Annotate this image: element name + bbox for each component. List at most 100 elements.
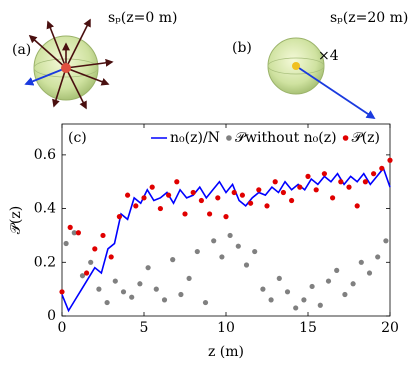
point: [297, 184, 303, 190]
point: [379, 165, 385, 171]
point: [178, 291, 184, 298]
point: [194, 248, 200, 255]
point: [268, 297, 274, 303]
point: [235, 243, 241, 249]
point: [309, 283, 315, 290]
point: [325, 278, 332, 284]
point: [153, 286, 159, 292]
legend-label: 𝒫without n₀(z): [235, 130, 337, 146]
point: [92, 246, 98, 252]
legend: n₀(z)/N 𝒫without n₀(z) 𝒫(z): [151, 130, 380, 146]
point: [330, 195, 336, 201]
point: [366, 270, 373, 276]
point: [170, 257, 176, 263]
y-tick-label: 0.2: [34, 254, 56, 270]
point: [190, 189, 196, 196]
point: [321, 171, 327, 177]
legend-symbol: [226, 135, 232, 141]
y-tick-label: 0.4: [34, 201, 56, 217]
point: [223, 214, 229, 220]
point: [284, 289, 291, 295]
x-tick-label: 15: [299, 320, 317, 336]
point: [186, 275, 192, 282]
point: [256, 187, 262, 193]
point: [305, 173, 311, 179]
point: [71, 230, 77, 236]
point: [239, 192, 245, 198]
point: [272, 179, 278, 185]
point: [84, 270, 90, 276]
point: [79, 273, 86, 279]
point: [215, 195, 221, 201]
sphere-a: [24, 18, 114, 110]
point: [137, 281, 143, 287]
point: [383, 238, 389, 244]
y-tick-label: 0: [47, 308, 56, 324]
point: [313, 187, 319, 193]
point: [104, 299, 110, 306]
point: [157, 205, 163, 212]
point: [289, 197, 295, 204]
x-tick-label: 10: [217, 320, 235, 336]
point: [129, 294, 135, 300]
legend-label: n₀(z)/N: [170, 130, 220, 146]
panel-label: (b): [232, 40, 252, 56]
x-tick-label: 0: [58, 320, 67, 336]
point: [100, 232, 106, 239]
point: [354, 203, 360, 209]
point: [227, 232, 233, 239]
point: [375, 254, 381, 260]
y-axis-label: 𝒫(z): [8, 206, 24, 234]
legend-label: 𝒫(z): [352, 130, 380, 146]
point: [161, 297, 168, 303]
point: [338, 179, 344, 185]
point: [125, 192, 131, 198]
legend-symbol: [342, 135, 349, 141]
point: [166, 192, 172, 198]
point: [67, 224, 73, 230]
point: [280, 189, 286, 196]
point: [350, 281, 356, 287]
point: [149, 184, 155, 190]
point: [334, 267, 340, 273]
point: [141, 195, 147, 201]
point: [112, 278, 118, 284]
point: [264, 203, 270, 209]
annotation: ×4: [318, 48, 339, 64]
point: [63, 240, 69, 247]
point: [198, 197, 204, 204]
point: [346, 184, 352, 190]
point: [133, 203, 139, 209]
plot-frame: [61, 123, 391, 317]
point: [387, 157, 393, 163]
panel-title: sₚ(z=0 m): [108, 10, 177, 26]
point: [293, 305, 299, 311]
x-axis-label: z (m): [208, 344, 244, 360]
point: [182, 211, 188, 217]
panel-label: (a): [12, 42, 31, 58]
point: [231, 189, 237, 196]
point: [358, 259, 364, 265]
line: [61, 166, 391, 313]
point: [59, 289, 65, 295]
point: [252, 248, 258, 255]
point: [362, 179, 368, 185]
point: [317, 302, 323, 308]
point: [207, 211, 213, 217]
point: [211, 238, 217, 244]
point: [219, 254, 225, 260]
sphere-b: [267, 37, 376, 119]
point: [96, 286, 102, 292]
point: [202, 299, 209, 306]
x-tick-label: 20: [381, 320, 399, 336]
point: [342, 291, 348, 298]
point: [248, 200, 254, 206]
y-tick-label: 0.6: [34, 147, 56, 163]
panel-label: (c): [68, 130, 87, 146]
point: [260, 286, 266, 292]
point: [371, 171, 377, 177]
panel-title: sₚ(z=20 m): [330, 10, 408, 26]
x-tick-label: 5: [140, 320, 149, 336]
point: [75, 230, 81, 236]
